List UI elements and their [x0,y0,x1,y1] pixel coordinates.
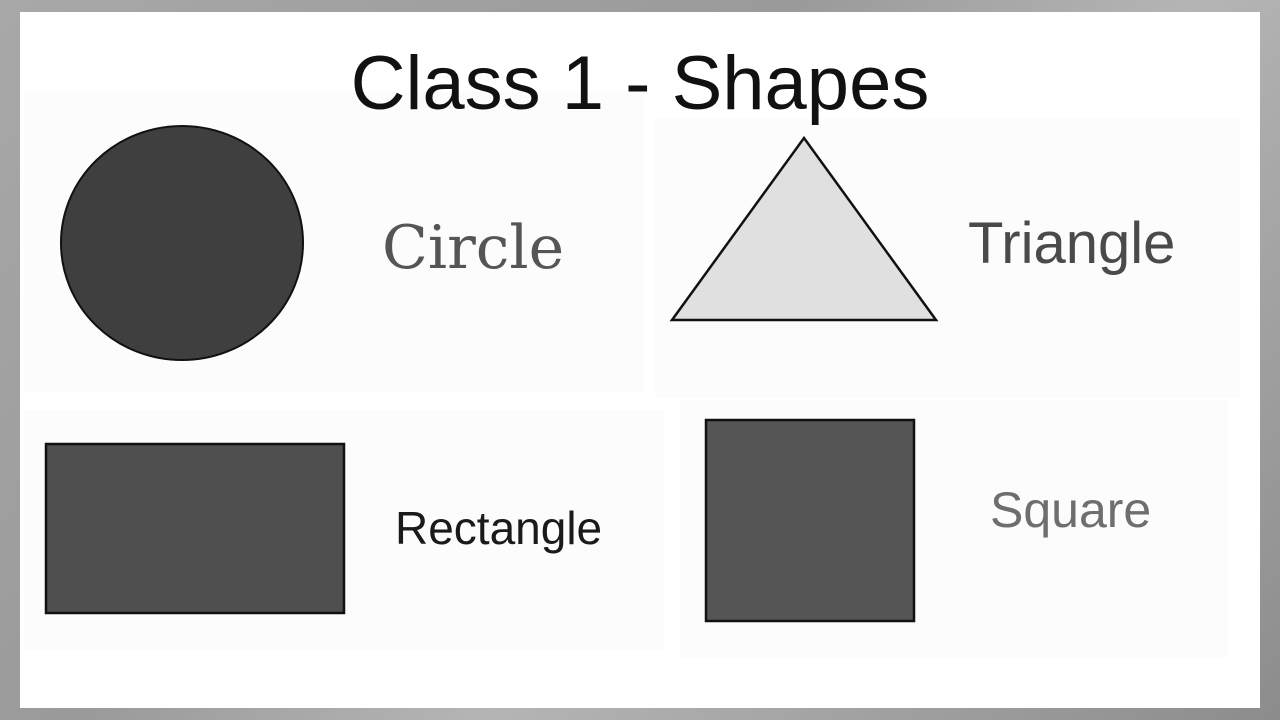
rectangle-shape [44,442,346,615]
circle-shape [60,125,304,361]
triangle-label: Triangle [968,211,1176,276]
page-title: Class 1 - Shapes [350,41,930,126]
triangle-shape [669,135,939,322]
circle-label: Circle [382,213,565,283]
square-shape [704,418,916,623]
rectangle-label: Rectangle [395,502,603,554]
square-label: Square [990,482,1152,538]
